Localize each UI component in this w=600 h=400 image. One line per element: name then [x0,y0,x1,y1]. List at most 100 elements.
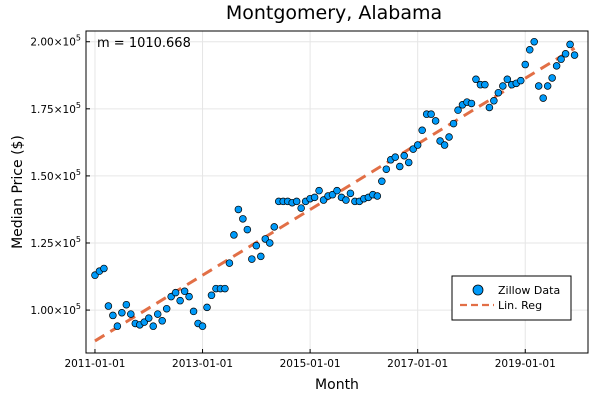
data-point [243,225,252,234]
scatter-series [91,37,579,330]
plot-frame [85,30,589,354]
data-point [391,153,400,161]
data-point [481,80,489,89]
data-point [122,300,131,309]
y-tick-label: 1.50×105 [30,168,81,183]
data-point [180,287,189,296]
data-point [185,292,193,301]
data-point [566,40,574,49]
data-point [552,62,561,70]
data-point [400,152,408,160]
data-point [270,223,279,231]
data-point [503,75,512,84]
data-point [171,288,180,297]
y-axis-label: Median Price ($) [10,135,26,249]
y-tick-exponent: 5 [76,235,81,244]
y-tick-label: 2.00×105 [30,34,81,49]
data-point [225,259,234,267]
x-tick-label: 2019-01-01 [495,358,556,370]
data-point [418,126,426,135]
y-tick-exponent: 5 [76,101,81,110]
y-tick-mantissa: 1.50×10 [30,171,76,183]
legend-label-zillow-data: Zillow Data [498,284,560,297]
data-point [127,310,135,318]
data-point [467,99,476,108]
legend-label-lin-reg: Lin. Reg [498,299,542,312]
x-tick-label: 2011-01-01 [64,358,125,370]
x-tick-label: 2015-01-01 [280,358,341,370]
data-point [176,296,184,305]
y-tick-exponent: 5 [76,302,81,311]
data-point [521,60,529,69]
y-tick-mantissa: 1.00×10 [30,305,76,317]
data-point [449,119,458,128]
data-point [113,322,122,330]
y-tick-exponent: 5 [76,34,81,43]
data-point [203,303,211,312]
data-point [145,314,153,322]
data-point [454,106,462,114]
data-point [149,322,157,330]
y-tick-mantissa: 2.00×10 [30,37,76,49]
data-point [234,205,243,214]
data-point [427,110,435,118]
data-point [158,317,166,325]
x-axis-label: Month [315,377,359,393]
data-point [396,162,404,171]
data-point [266,239,274,247]
y-tick-label: 1.75×105 [30,101,81,116]
data-point [189,307,198,316]
data-point [494,88,503,97]
data-point [230,231,238,239]
x-axis: 2011-01-01 2013-01-01 2015-01-01 2017-01-01… [64,349,556,370]
data-point [534,82,543,90]
slope-annotation: m = 1010.668 [97,36,191,51]
data-point [472,75,480,84]
y-tick-label: 1.00×105 [30,302,81,317]
data-point [404,158,413,167]
data-point [252,241,261,250]
data-point [561,50,570,58]
data-point [118,309,126,317]
legend-box [451,275,572,321]
data-point [104,302,113,310]
data-point [315,186,323,195]
data-point [543,82,552,90]
data-point [207,291,216,300]
legend-marker-zillow-data [472,284,484,296]
x-tick-label: 2017-01-01 [387,358,448,370]
data-point [198,322,207,330]
data-point [248,255,256,263]
data-point [292,197,301,206]
data-point [373,192,382,200]
data-point [342,196,350,204]
y-tick-mantissa: 1.25×10 [30,238,76,250]
data-point [346,189,355,198]
data-point [239,215,247,223]
data-point [539,94,547,102]
y-tick-label: 1.25×105 [30,235,81,250]
data-point [297,204,305,212]
data-point [431,117,440,125]
data-point [570,51,579,59]
data-point [257,252,265,261]
data-point [485,103,494,112]
data-point [109,311,117,320]
data-point [382,165,391,173]
chart-title: Montgomery, Alabama [226,2,442,24]
data-point [153,310,162,318]
data-point [162,304,171,313]
data-point [530,37,538,46]
data-point [440,141,449,149]
data-point [548,74,556,82]
data-point [525,46,534,54]
data-point [221,284,229,293]
legend: Zillow Data Lin. Reg [451,275,572,321]
data-point [333,186,341,195]
data-point [490,97,498,105]
data-point [378,177,386,186]
data-point [310,193,319,202]
data-point [100,264,108,273]
